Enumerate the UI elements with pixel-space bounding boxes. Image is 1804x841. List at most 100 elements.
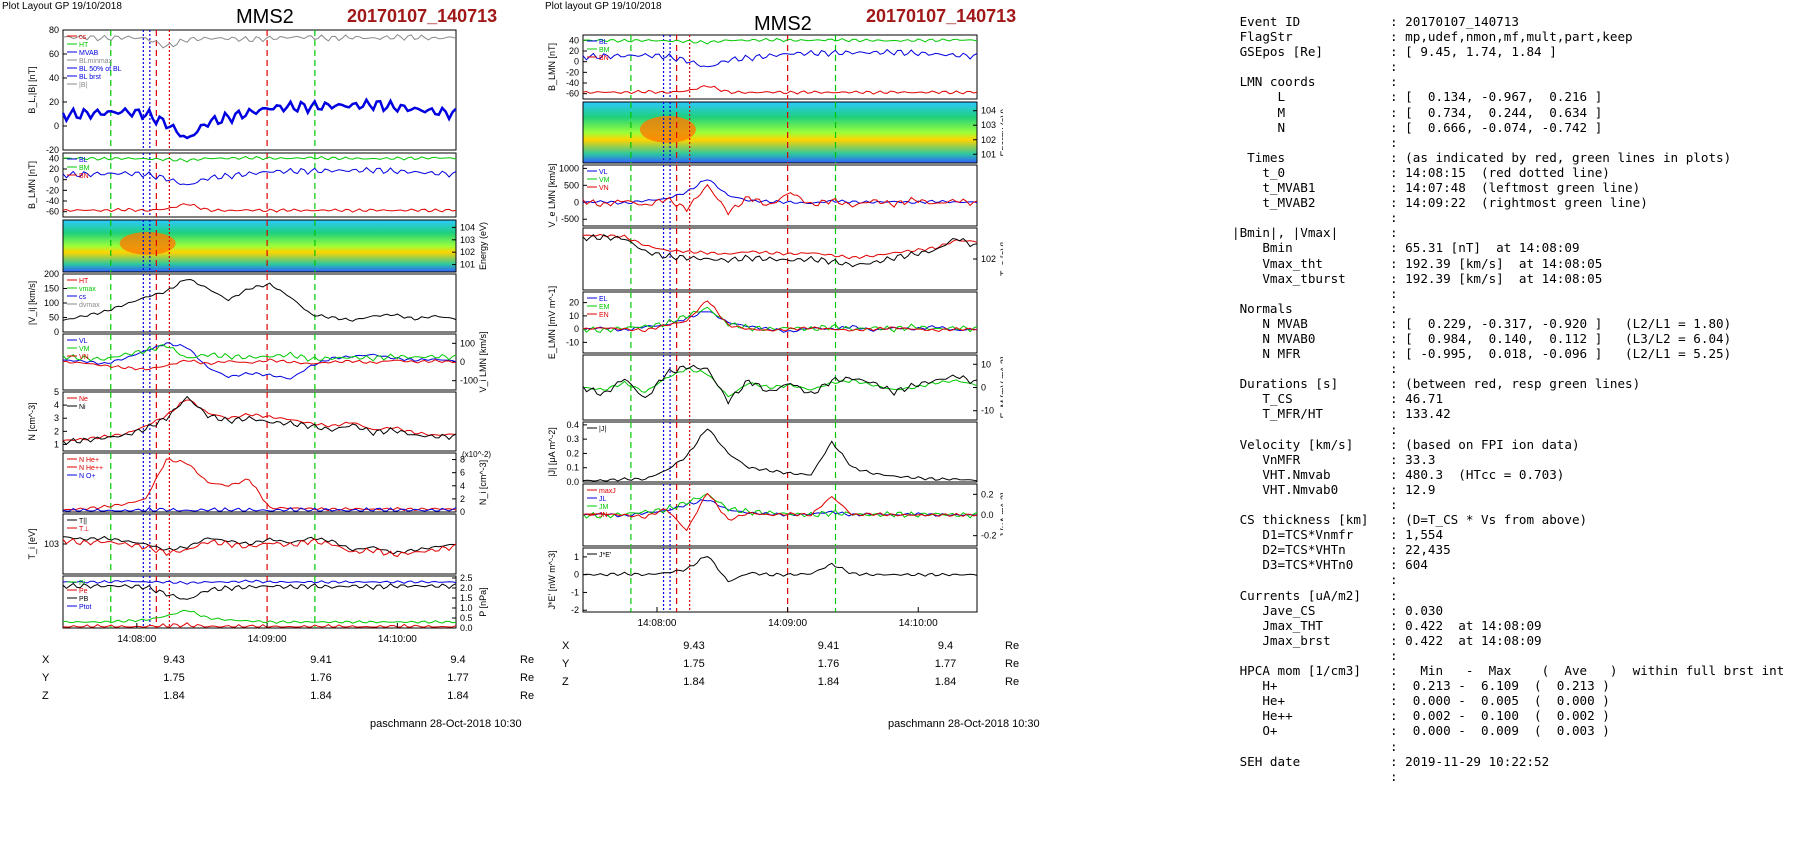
mid-frame-JE xyxy=(582,547,978,613)
mid-ytick-label-BLMN-1: 20 xyxy=(569,46,579,56)
summary-value: : 14:07:48 (leftmost green line) xyxy=(1390,180,1641,196)
left-ylabel-Vi: |V_i| [km/s] xyxy=(27,281,37,325)
mid-series-BLMN-bn xyxy=(582,85,978,95)
mid-ytick-label-Te-0: 102 xyxy=(981,254,996,264)
summary-value: : xyxy=(1390,300,1398,316)
mid-ylabel-EM: E_M [mV m^-2] xyxy=(999,357,1003,419)
mid-ytick-label-Ve-3: -500 xyxy=(561,214,579,224)
left-ytick-label-Nh-2: 4 xyxy=(460,481,465,491)
left-panel-spacecraft: MMS2 xyxy=(236,6,294,28)
summary-key: H+ xyxy=(1232,678,1278,694)
summary-value: : 480.3 (HTcc = 0.703) xyxy=(1390,466,1565,482)
summary-value: : 14:09:22 (rightmost green line) xyxy=(1390,195,1648,211)
summary-key: t_MVAB1 xyxy=(1232,180,1316,196)
summary-value: : xyxy=(1390,134,1398,150)
mid-ylabel-J: |J| [μA m^-2] xyxy=(547,427,557,477)
summary-line: L: [ 0.134, -0.967, 0.216 ] xyxy=(1232,89,1802,104)
summary-value: : 46.71 xyxy=(1390,391,1444,407)
summary-key: Velocity [km/s] xyxy=(1232,436,1354,452)
summary-key: T_CS xyxy=(1232,391,1293,407)
summary-key: Currents [uA/m2] xyxy=(1232,587,1361,603)
summary-value: : xyxy=(1390,59,1398,75)
mid-series-JLMN-jl xyxy=(582,499,978,518)
left-series-BLMN-bl xyxy=(62,166,457,186)
left-ytick-label-BLMN-5: -60 xyxy=(46,207,59,217)
summary-value: : xyxy=(1390,572,1398,588)
left-xtick-label-2: 14:10:00 xyxy=(378,634,417,645)
summary-key: |Bmin|, |Vmax| xyxy=(1232,225,1339,241)
left-series-Ti-t xyxy=(62,535,457,555)
left-ylabel-BLMN: B_LMN [nT] xyxy=(27,161,37,209)
left-coord-cell: Re xyxy=(520,690,535,702)
summary-value: : 192.39 [km/s] at 14:08:05 xyxy=(1390,270,1603,286)
summary-line: : xyxy=(1232,497,1802,512)
left-legend-BLMN-1: BM xyxy=(79,165,90,172)
left-coord-cell: 1.84 xyxy=(163,690,185,702)
left-ytick-label-Vi-1: 150 xyxy=(44,284,59,294)
summary-value: : xyxy=(1390,421,1398,437)
mid-frame-spec xyxy=(582,101,978,164)
mid-coord-row-x: X 9.43 9.41 9.4 Re xyxy=(562,638,1045,654)
left-ytick-label-Vi-2: 100 xyxy=(44,298,59,308)
left-coord-cell: Z xyxy=(42,690,49,702)
left-ytick-label-B-4: 0 xyxy=(54,121,59,131)
mid-ytick-label-spec-0: 104 xyxy=(981,106,996,116)
left-coord-row-y: Y 1.75 1.76 1.77 Re xyxy=(42,670,560,686)
mid-ytick-label-E-2: 0 xyxy=(574,324,579,334)
left-series-Nh-no xyxy=(62,506,457,512)
summary-line: M: [ 0.734, 0.244, 0.634 ] xyxy=(1232,105,1802,120)
mid-legend-E-0: EL xyxy=(599,296,608,303)
summary-key: VHT.Nmvab0 xyxy=(1232,481,1339,497)
summary-line: t_0: 14:08:15 (red dotted line) xyxy=(1232,165,1802,180)
left-ytick-label-Vi-3: 50 xyxy=(49,313,59,323)
summary-line: Jave_CS: 0.030 xyxy=(1232,603,1802,618)
left-frame-spec xyxy=(62,219,457,273)
summary-line: Event ID: 20170107_140713 xyxy=(1232,14,1802,29)
middle-coords-table: X 9.43 9.41 9.4 Re Y 1.75 1.76 1.77 Re Z 1.84 1.84 1.… xyxy=(560,636,1047,692)
mid-xtick-label-2: 14:10:00 xyxy=(899,618,938,629)
mid-coord-cell: 1.84 xyxy=(934,676,957,688)
left-legend-B-1: HT xyxy=(79,42,89,49)
summary-line: SEH date: 2019-11-29 10:22:52 xyxy=(1232,754,1802,769)
left-ytick-label-Nh-1: 6 xyxy=(460,468,465,478)
left-series-ViLMN-vm xyxy=(62,344,457,362)
summary-value: : xyxy=(1390,738,1398,754)
summary-value: : (as indicated by red, green lines in p… xyxy=(1390,149,1732,165)
mid-series-J-j xyxy=(582,428,978,482)
left-frame-N xyxy=(62,391,457,452)
mid-xtick-label-0: 14:08:00 xyxy=(638,618,677,629)
summary-line: GSEpos [Re]: [ 9.45, 1.74, 1.84 ] xyxy=(1232,44,1802,59)
left-series-Nh-nhe xyxy=(62,458,457,512)
summary-value: : 133.42 xyxy=(1390,406,1451,422)
summary-key: Normals xyxy=(1232,300,1293,316)
summary-value: : 0.030 xyxy=(1390,602,1444,618)
left-legend-ViLMN-2: VN xyxy=(79,354,89,361)
mid-ytick-label-EM-2: -10 xyxy=(981,406,994,416)
left-series-BLMN-bm xyxy=(62,155,457,163)
summary-key: M xyxy=(1232,104,1286,120)
summary-line: : xyxy=(1232,769,1802,784)
summary-line: t_MVAB1 : 14:07:48 (leftmost green line) xyxy=(1232,180,1802,195)
left-series-Ti-t xyxy=(62,538,457,558)
mid-ytick-label-BLMN-5: -60 xyxy=(566,89,579,99)
summary-value: : xyxy=(1390,768,1398,784)
summary-key: CS thickness [km] xyxy=(1232,512,1369,528)
left-coord-cell: 1.75 xyxy=(163,672,185,684)
left-ytick-label-P-1: 2.0 xyxy=(460,583,473,593)
mid-series-JLMN-jn xyxy=(582,492,978,532)
summary-line: CS thickness [km]: (D=T_CS * Vs from abo… xyxy=(1232,512,1802,527)
mid-spectrogram-hotspot xyxy=(639,116,696,143)
mid-ytick-label-BLMN-0: 40 xyxy=(569,35,579,45)
mid-ytick-label-JLMN-1: 0.0 xyxy=(981,510,994,520)
summary-key: Times xyxy=(1232,149,1286,165)
summary-line: : xyxy=(1232,286,1802,301)
summary-value: : [ 0.134, -0.967, 0.216 ] xyxy=(1390,89,1603,105)
mid-series-Ve-vn xyxy=(582,183,978,216)
